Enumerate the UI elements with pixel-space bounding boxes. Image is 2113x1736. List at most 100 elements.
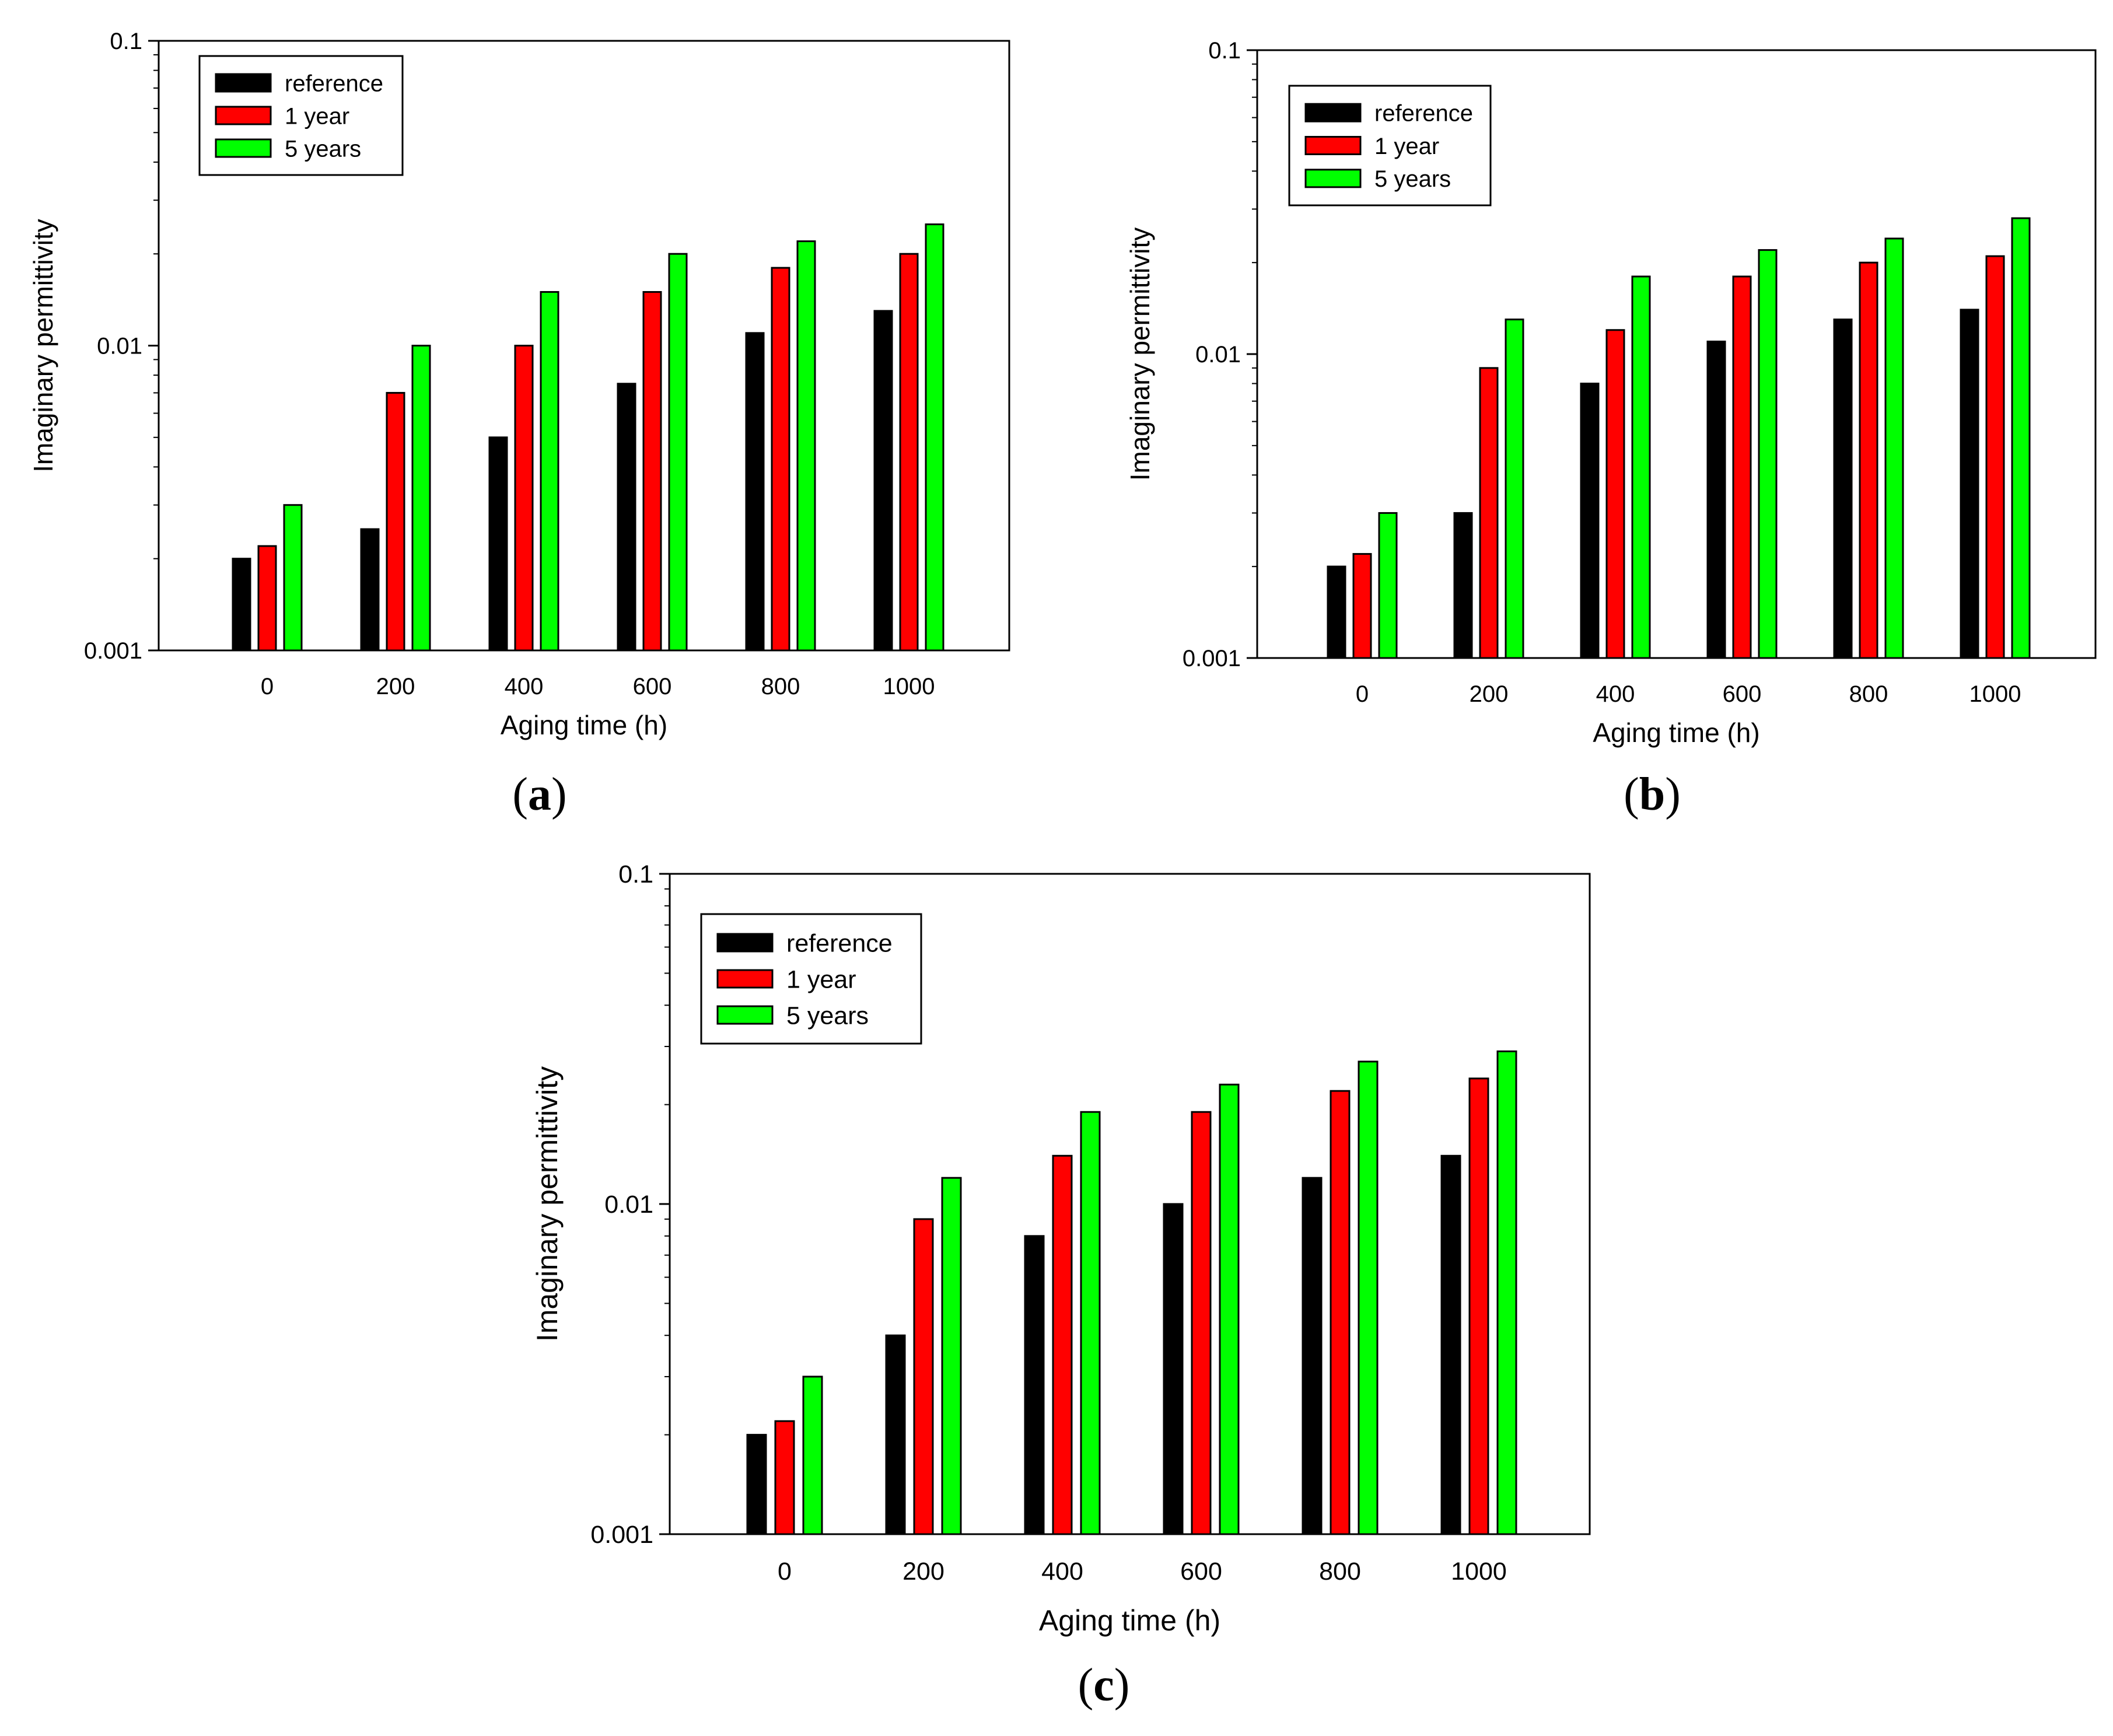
legend-label: reference: [1374, 101, 1473, 127]
bar-reference-0: [746, 1434, 767, 1535]
bar-reference-0: [1327, 565, 1346, 659]
legend-label: 1 year: [285, 103, 349, 129]
panel-paren-open: (: [512, 769, 528, 820]
x-tick-label: 800: [761, 674, 800, 699]
x-axis-title: Aging time (h): [501, 710, 667, 740]
x-tick-label: 1000: [883, 674, 935, 699]
bar-5-years-400: [540, 290, 559, 652]
legend-label: reference: [285, 71, 383, 96]
bar-1-year-400: [514, 345, 534, 652]
bar-1-year-1000: [899, 253, 919, 652]
x-tick-label: 0: [778, 1558, 792, 1586]
x-tick-label: 0: [261, 674, 274, 699]
x-tick-label: 1000: [1451, 1558, 1507, 1586]
bar-1-year-400: [1052, 1154, 1073, 1535]
y-tick-label: 0.001: [590, 1521, 653, 1549]
bar-reference-200: [885, 1334, 906, 1535]
bar-1-year-600: [1732, 275, 1752, 659]
bar-1-year-400: [1605, 329, 1625, 659]
bar-1-year-1000: [1468, 1077, 1489, 1535]
panel-paren-open: (: [1624, 769, 1639, 820]
x-tick-label: 800: [1849, 681, 1888, 707]
bar-5-years-600: [1758, 249, 1778, 659]
y-axis-title: Imaginary permittivity: [1125, 228, 1155, 481]
x-axis-title: Aging time (h): [1039, 1604, 1220, 1637]
bar-5-years-600: [1219, 1083, 1240, 1535]
bar-reference-800: [745, 332, 765, 652]
bar-1-year-0: [257, 545, 277, 652]
legend-swatch-5-years: [1304, 169, 1362, 188]
bar-5-years-1000: [1496, 1050, 1517, 1535]
y-tick-label: 0.01: [1195, 342, 1241, 368]
legend-swatch-reference: [716, 933, 774, 953]
x-tick-label: 400: [1596, 681, 1635, 707]
legend-swatch-1-year: [1304, 136, 1362, 155]
panel-letter: c: [1093, 1660, 1114, 1711]
bar-5-years-1000: [925, 223, 944, 652]
legend-label: 5 years: [285, 136, 361, 162]
panel-label: (a): [512, 769, 566, 820]
legend-swatch-5-years: [215, 138, 272, 158]
panel-label: (b): [1624, 769, 1681, 820]
bar-reference-400: [1580, 382, 1600, 659]
bar-5-years-0: [802, 1376, 823, 1535]
bar-reference-600: [617, 383, 636, 652]
bar-1-year-600: [1191, 1111, 1212, 1535]
bar-5-years-800: [1884, 237, 1904, 659]
bar-5-years-200: [1505, 318, 1524, 659]
legend-label: reference: [786, 929, 893, 957]
legend-swatch-reference: [215, 73, 272, 93]
x-tick-label: 600: [1723, 681, 1762, 707]
bar-5-years-200: [411, 345, 431, 652]
x-tick-label: 0: [1356, 681, 1369, 707]
bar-5-years-800: [1358, 1060, 1379, 1535]
panel-paren-close: ): [1665, 769, 1681, 820]
bar-reference-200: [360, 528, 380, 652]
bar-reference-400: [488, 436, 508, 652]
bar-reference-1000: [1440, 1154, 1461, 1535]
bar-reference-800: [1302, 1177, 1323, 1535]
x-tick-label: 200: [1470, 681, 1509, 707]
legend-label: 1 year: [1374, 134, 1439, 159]
legend: reference 1 year 5 years: [198, 55, 404, 176]
bar-5-years-0: [283, 504, 303, 652]
y-tick-label: 0.1: [1208, 38, 1241, 64]
chart-panel-a: 0.001 0.01 0.1 0 200 400 600 800 1000 Aging time …: [28, 29, 1010, 820]
bar-5-years-0: [1378, 512, 1398, 659]
bar-reference-200: [1453, 512, 1473, 659]
bar-1-year-0: [1352, 553, 1372, 659]
x-axis-title: Aging time (h): [1593, 718, 1759, 748]
bar-1-year-0: [774, 1420, 795, 1535]
bar-5-years-800: [796, 240, 816, 652]
bar-5-years-400: [1080, 1111, 1101, 1535]
y-axis-title: Imaginary permittivity: [28, 219, 58, 473]
panel-paren-open: (: [1078, 1660, 1094, 1711]
bar-1-year-800: [1859, 261, 1878, 659]
legend-swatch-5-years: [716, 1005, 774, 1025]
bar-5-years-400: [1631, 275, 1651, 659]
bar-1-year-1000: [1985, 255, 2005, 659]
x-tick-label: 200: [902, 1558, 944, 1586]
bar-5-years-200: [941, 1177, 962, 1535]
bar-reference-800: [1833, 318, 1853, 659]
y-tick-label: 0.001: [1183, 646, 1241, 671]
bar-1-year-200: [1479, 367, 1499, 659]
x-tick-label: 800: [1319, 1558, 1361, 1586]
x-tick-label: 400: [505, 674, 544, 699]
bar-5-years-600: [668, 253, 688, 652]
y-axis-title: Imaginary permittivity: [531, 1066, 564, 1342]
bar-1-year-800: [771, 267, 790, 652]
x-tick-label: 400: [1041, 1558, 1083, 1586]
legend-label: 5 years: [1374, 166, 1451, 192]
panel-letter: a: [528, 769, 551, 820]
bar-1-year-800: [1330, 1090, 1351, 1535]
bar-reference-600: [1706, 340, 1726, 659]
panel-label: (c): [1078, 1660, 1130, 1711]
legend-label: 1 year: [786, 965, 856, 993]
legend-swatch-reference: [1304, 103, 1362, 123]
y-tick-label: 0.01: [604, 1191, 653, 1219]
bar-5-years-1000: [2011, 217, 2031, 659]
legend: reference 1 year 5 years: [700, 913, 922, 1045]
bar-reference-400: [1024, 1235, 1045, 1535]
